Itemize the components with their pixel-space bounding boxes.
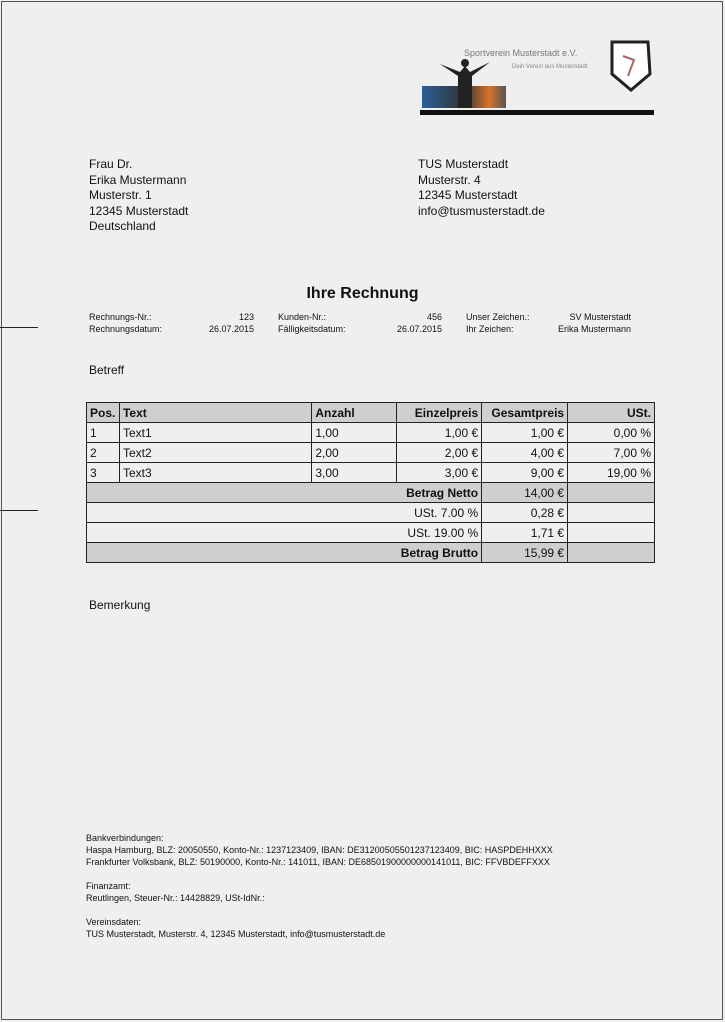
total-value: 1,71 €: [481, 522, 569, 543]
column-header: Anzahl: [311, 402, 398, 423]
address-line: Erika Mustermann: [89, 172, 187, 187]
fold-mark: [0, 510, 38, 511]
total-value: 15,99 €: [481, 542, 569, 563]
table-cell: Text3: [118, 462, 313, 483]
subject: Betreff: [89, 363, 125, 377]
table-cell: 1,00 €: [396, 422, 483, 443]
meta-value: 26.07.2015: [208, 324, 254, 334]
address-line: 12345 Musterstadt: [418, 188, 518, 202]
table-row: 2 Text2 2,00 2,00 €4,00 €7,00 %: [86, 442, 655, 463]
empty-cell: [567, 522, 655, 543]
table-cell: 0,00 %: [567, 422, 655, 443]
table-cell: 1,00: [311, 422, 398, 443]
table-cell: 7,00 %: [567, 442, 655, 463]
column-header: Text: [118, 402, 313, 423]
table-cell: 3: [86, 462, 120, 483]
logo-subtitle: Dein Verein aus Musterstadt: [512, 64, 588, 70]
table-cell: Text1: [118, 422, 313, 443]
meta-label: Kunden-Nr.:: [278, 312, 327, 322]
address-line: Musterstr. 1: [89, 188, 152, 202]
table-cell: 2,00: [311, 442, 398, 463]
footer-label: Vereinsdaten:: [86, 917, 142, 927]
total-value: 14,00 €: [481, 482, 569, 503]
footer-label: Finanzamt:: [86, 881, 131, 891]
column-header: USt.: [567, 402, 655, 423]
address-line: TUS Musterstadt: [418, 157, 509, 171]
total-label: Betrag Brutto: [85, 542, 483, 563]
empty-cell: [567, 542, 655, 563]
empty-cell: [567, 502, 655, 523]
table-cell: Text2: [118, 442, 313, 463]
table-cell: 4,00 €: [481, 442, 569, 463]
total-row: Betrag Brutto 15,99 €: [85, 542, 655, 563]
logo-title: Sportverein Musterstadt e.V.: [464, 48, 578, 58]
total-row: Betrag Netto 14,00 €: [85, 482, 655, 503]
meta-label: Rechnungs-Nr.:: [89, 312, 152, 322]
sender-address: TUS Musterstadt Musterstr. 4 12345 Muste…: [418, 157, 545, 219]
table-cell: 1: [86, 422, 120, 443]
column-header: Gesamtpreis: [481, 402, 569, 423]
address-line: Frau Dr.: [89, 157, 133, 171]
footer-text: TUS Musterstadt, Musterstr. 4, 12345 Mus…: [86, 929, 386, 939]
total-value: 0,28 €: [481, 502, 569, 523]
column-header: Pos.: [86, 402, 120, 423]
invoice-table: Pos. Text Anzahl Einzelpreis Gesamtpreis…: [85, 402, 655, 563]
table-cell: 2: [86, 442, 120, 463]
table-row: 1 Text1 1,00 1,00 €1,00 €0,00 %: [86, 422, 655, 443]
invoice-meta: Rechnungs-Nr.: 123 Rechnungsdatum: 26.07…: [0, 311, 725, 341]
table-cell: 19,00 %: [567, 462, 655, 483]
total-row: USt. 7.00 % 0,28 €: [85, 502, 655, 523]
table-header: Pos. Text Anzahl Einzelpreis Gesamtpreis…: [86, 402, 655, 423]
footer-text: Frankfurter Volksbank, BLZ: 50190000, Ko…: [86, 857, 550, 867]
total-label: Betrag Netto: [85, 482, 483, 503]
total-row: USt. 19.00 % 1,71 €: [85, 522, 655, 543]
footer-text: Reutlingen, Steuer-Nr.: 14428829, USt-Id…: [86, 893, 265, 903]
document-title: Ihre Rechnung: [306, 285, 419, 302]
footer: Bankverbindungen: Haspa Hamburg, BLZ: 20…: [86, 832, 553, 940]
address-line: Musterstr. 4: [418, 172, 481, 187]
column-header: Einzelpreis: [396, 402, 483, 423]
footer-text: Haspa Hamburg, BLZ: 20050550, Konto-Nr.:…: [86, 845, 553, 855]
empty-cell: [567, 482, 655, 503]
meta-label: Ihr Zeichen:: [466, 324, 514, 334]
fold-mark: [0, 327, 38, 328]
address-line: info@tusmusterstadt.de: [418, 203, 545, 218]
meta-value: Erika Mustermann: [557, 324, 631, 334]
table-cell: 1,00 €: [481, 422, 569, 443]
club-logo: Sportverein Musterstadt e.V. Dein Verein…: [420, 36, 656, 116]
meta-value: 26.07.2015: [396, 324, 442, 334]
meta-label: Fälligkeitsdatum:: [278, 324, 346, 334]
total-label: USt. 7.00 %: [85, 502, 483, 523]
table-cell: 2,00 €: [396, 442, 483, 463]
address-line: Deutschland: [89, 219, 156, 233]
table-cell: 3,00 €: [396, 462, 483, 483]
table-row: 3 Text3 3,00 3,00 €9,00 €19,00 %: [86, 462, 655, 483]
total-label: USt. 19.00 %: [85, 522, 483, 543]
meta-value: 123: [238, 312, 254, 322]
table-cell: 9,00 €: [481, 462, 569, 483]
meta-value: 456: [426, 312, 442, 322]
recipient-address: Frau Dr. Erika Mustermann Musterstr. 1 1…: [89, 157, 188, 235]
meta-label: Unser Zeichen.:: [466, 312, 530, 322]
footer-label: Bankverbindungen:: [86, 833, 164, 843]
meta-value: SV Musterstadt: [569, 312, 631, 322]
remark: Bemerkung: [89, 598, 151, 612]
address-line: 12345 Musterstadt: [89, 203, 189, 218]
table-cell: 3,00: [311, 462, 398, 483]
meta-label: Rechnungsdatum:: [89, 324, 163, 334]
